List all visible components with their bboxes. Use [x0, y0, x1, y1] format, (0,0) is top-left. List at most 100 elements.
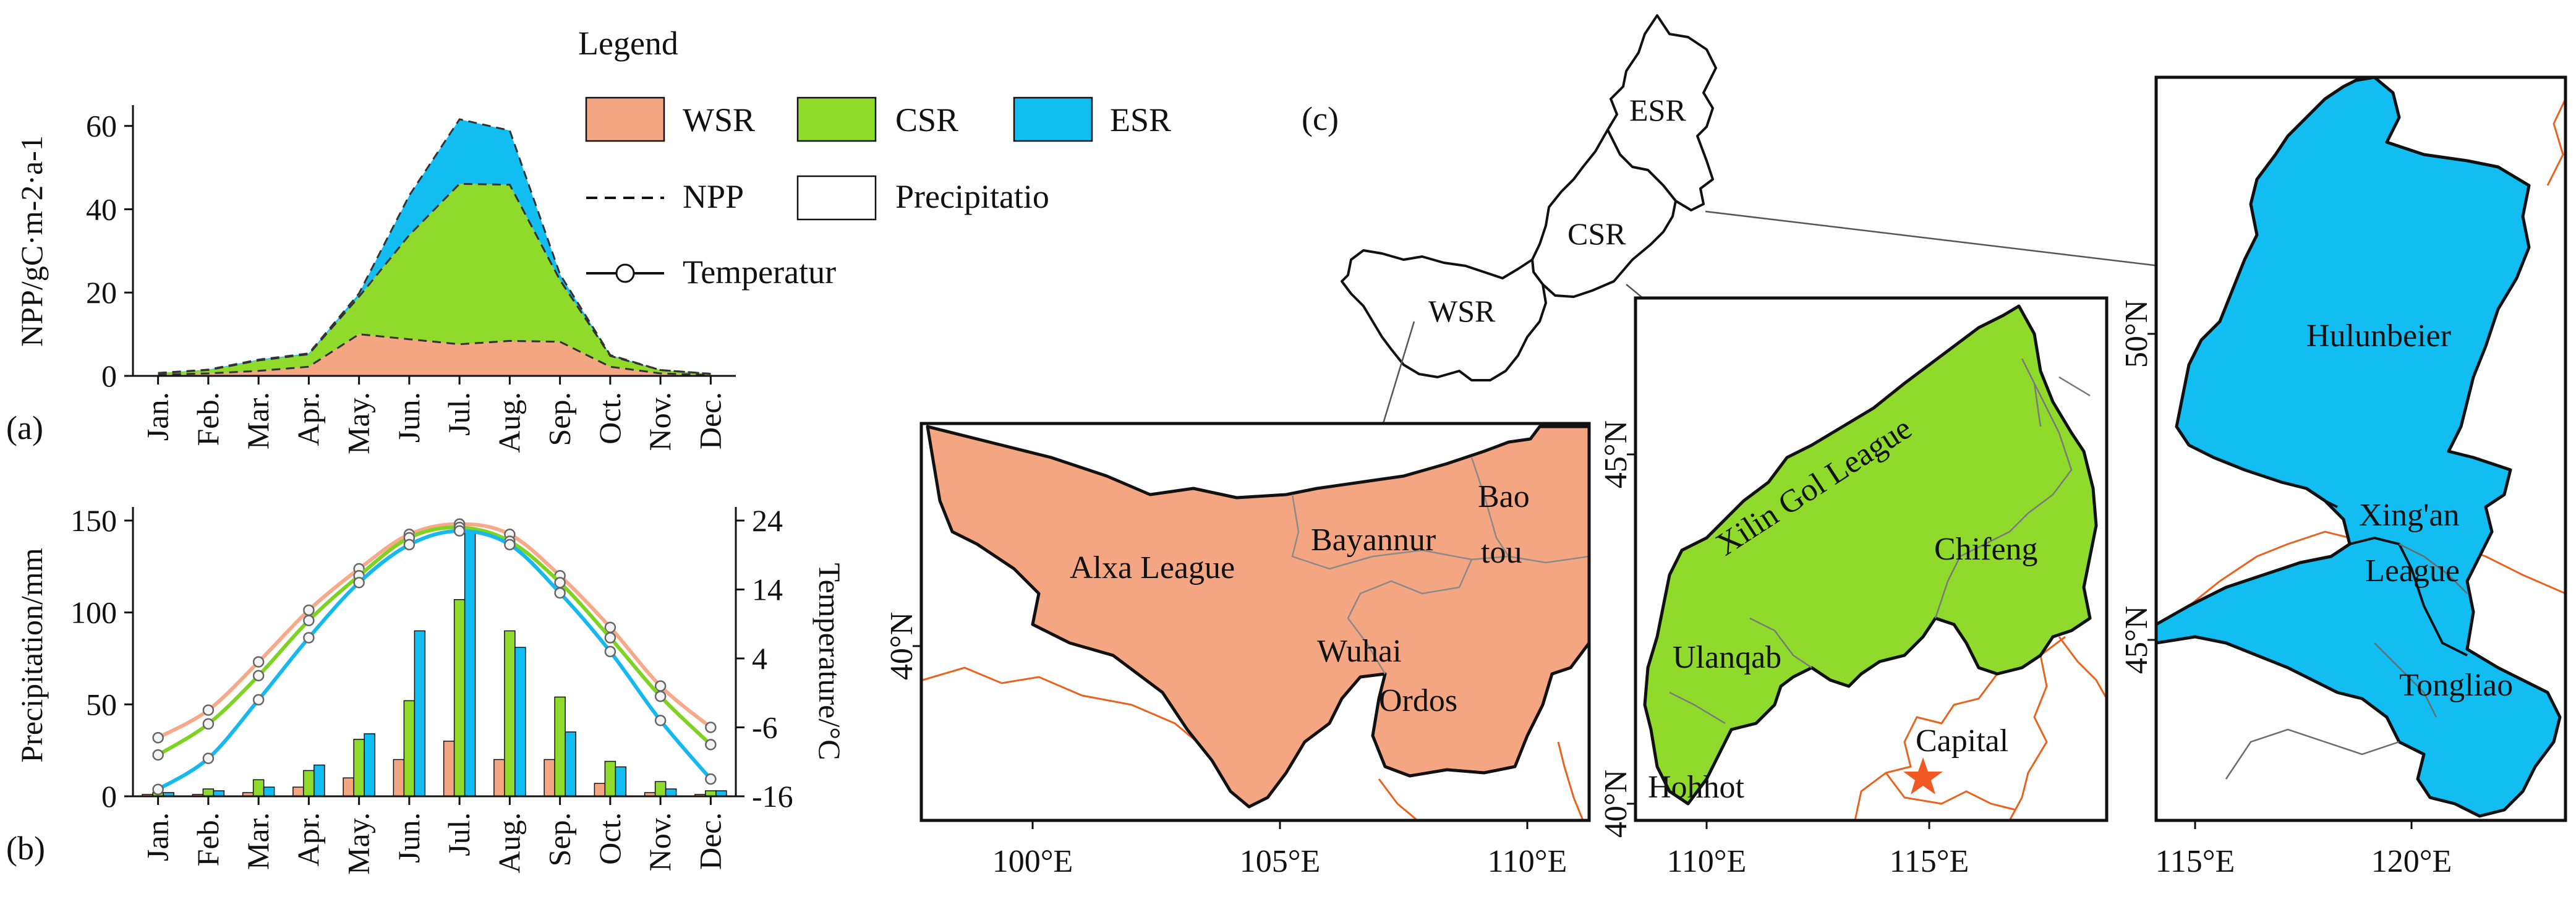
- temperature-point-wsr: [152, 731, 164, 744]
- precip-bar-wsr: [544, 759, 555, 797]
- panel-a-x-tick-label: Dec.: [693, 392, 727, 449]
- wsr-map: Alxa League Bayannur Bao tou Wuhai Ordos…: [884, 422, 1591, 879]
- wsr-map-frame: [919, 422, 1591, 822]
- wsr-tick-y-40: 40°N: [884, 612, 919, 680]
- temperature-point-esr: [453, 525, 466, 537]
- temperature-point-wsr: [604, 621, 616, 634]
- esr-region-tongliao: Tongliao: [2399, 668, 2513, 703]
- npp-area-layers: [158, 119, 711, 376]
- temperature-point-csr: [604, 632, 616, 644]
- esr-map: Hulunbeier Xing'an League Tongliao 115°E…: [2119, 75, 2567, 879]
- panel-a-y-tick-label: 20: [86, 275, 117, 310]
- wsr-region-baotou-1: Bao: [1478, 479, 1530, 514]
- panel-b-x-tick-label: Feb.: [190, 812, 225, 867]
- wsr-map-ticks: [913, 645, 1529, 829]
- temperature-line-wsr: [157, 522, 712, 739]
- esr-region-xingan-2: League: [2365, 553, 2460, 589]
- panel-b-y2-tick-label: 4: [752, 641, 767, 676]
- npp-line-esr: [158, 118, 711, 375]
- panel-b-y2-tick-label: -16: [752, 779, 793, 814]
- legend-temp-marker: [615, 263, 635, 283]
- esr-tick-y-50: 50°N: [2119, 300, 2154, 368]
- legend-swatch-precip: [796, 175, 877, 221]
- precip-bar-csr: [303, 770, 315, 797]
- precip-bar-csr: [202, 788, 215, 797]
- csr-map: Xilin Gol League Chifeng Ulanqab Hohhot …: [1598, 296, 2109, 879]
- wsr-tick-x-105: 105°E: [1240, 844, 1321, 879]
- legend: Legend WSR CSR ESR NPP Precipitatio Temp…: [578, 25, 1171, 291]
- precip-bar-csr: [504, 630, 516, 797]
- panel-a-x-tick-label: Jul.: [441, 392, 476, 436]
- legend-label-wsr: WSR: [683, 101, 755, 138]
- temperature-point-esr: [252, 694, 265, 706]
- temperature-point-csr: [654, 691, 667, 702]
- temperature-point-csr: [152, 749, 164, 761]
- csr-province-border: [1854, 636, 2108, 821]
- capital-star-icon: [1903, 757, 1943, 794]
- panel-a-label: (a): [6, 409, 43, 446]
- panel-b-x-tick-label: Apr.: [291, 812, 325, 867]
- legend-swatch-wsr: [585, 96, 665, 142]
- panel-b-x-tick-label: Mar.: [241, 812, 275, 870]
- panel-c-label: (c): [1302, 100, 1339, 137]
- overview-label-csr: CSR: [1567, 216, 1626, 251]
- precip-bar-csr: [252, 779, 265, 797]
- legend-label-temp: Temperatur: [683, 253, 836, 291]
- wsr-region-ordos: Ordos: [1379, 683, 1457, 718]
- panel-b-x-tick-label: Jul.: [441, 812, 476, 856]
- precip-bar-csr: [453, 599, 466, 797]
- temperature-point-csr: [202, 718, 215, 730]
- npp-dashed-lines: [158, 118, 711, 377]
- panel-b-x-tick-label: Aug.: [492, 812, 526, 874]
- legend-label-csr: CSR: [895, 101, 958, 138]
- temperature-point-esr: [705, 773, 717, 785]
- legend-swatch-esr: [1013, 96, 1093, 142]
- temperature-point-wsr: [202, 704, 215, 716]
- esr-map-frame: [2154, 75, 2567, 822]
- temperature-point-esr: [654, 715, 667, 726]
- panel-b-x-tick-label: Sep.: [542, 812, 577, 867]
- panel-a-x-tick-label: Jun.: [391, 392, 426, 443]
- csr-internal-boundaries: [1669, 358, 2091, 725]
- wsr-region-bayannur: Bayannur: [1311, 522, 1436, 558]
- temperature-point-wsr: [303, 604, 315, 616]
- precipitation-bars: [142, 527, 727, 797]
- panel-b-x-tick-label: May.: [341, 812, 376, 875]
- precip-bar-esr: [464, 527, 476, 797]
- panel-b-y-tick-label: 0: [101, 779, 117, 814]
- precip-bar-wsr: [393, 759, 405, 797]
- precip-bar-esr: [514, 647, 526, 797]
- wsr-region-wuhai: Wuhai: [1317, 634, 1402, 669]
- panel-b-x-tick-label: Nov.: [642, 812, 677, 871]
- overview-label-wsr: WSR: [1428, 294, 1496, 328]
- precip-bar-csr: [654, 781, 667, 797]
- wsr-region-shape: [926, 425, 1591, 809]
- precip-bar-esr: [313, 764, 325, 797]
- temperature-point-csr: [303, 615, 315, 626]
- panel-a-x-tick-label: Apr.: [291, 392, 325, 446]
- temperature-point-wsr: [252, 656, 265, 668]
- precip-bar-wsr: [343, 777, 354, 797]
- precip-bar-wsr: [443, 741, 455, 797]
- panel-a-y-tick-label: 60: [86, 109, 117, 143]
- panel-b-y2-label: Temperature/°C: [812, 563, 847, 760]
- csr-tick-y-40: 40°N: [1598, 770, 1634, 838]
- overview-wsr: [1341, 249, 1547, 381]
- legend-label-precip: Precipitatio: [895, 178, 1049, 215]
- panel-a-y-tick-label: 0: [101, 359, 117, 393]
- precip-bar-csr: [554, 696, 566, 797]
- panel-b: 0 50 100 150 -16 -6 4 14 24 Jan. Feb. Mar. Apr. May…: [6, 503, 847, 875]
- panel-a-y-tick-label: 40: [86, 192, 117, 226]
- panel-a-x-tick-label: Aug.: [492, 392, 526, 453]
- panel-a-x-ticks: Jan. Feb. Mar. Apr. May. Jun. Jul. Aug. Sep. Oct.…: [140, 376, 727, 454]
- esr-region-xingan-1: Xing'an: [2359, 498, 2459, 533]
- panel-b-y2-tick-label: 14: [752, 572, 783, 607]
- temperature-point-esr: [353, 577, 365, 589]
- temperature-point-esr: [504, 538, 516, 551]
- csr-map-frame: [1634, 296, 2109, 822]
- esr-internal-boundaries: [2324, 500, 2468, 657]
- legend-label-npp: NPP: [683, 178, 744, 215]
- wsr-region-baotou-2: tou: [1481, 535, 1522, 570]
- npp-area-csr: [158, 184, 711, 375]
- temperature-point-esr: [202, 752, 215, 764]
